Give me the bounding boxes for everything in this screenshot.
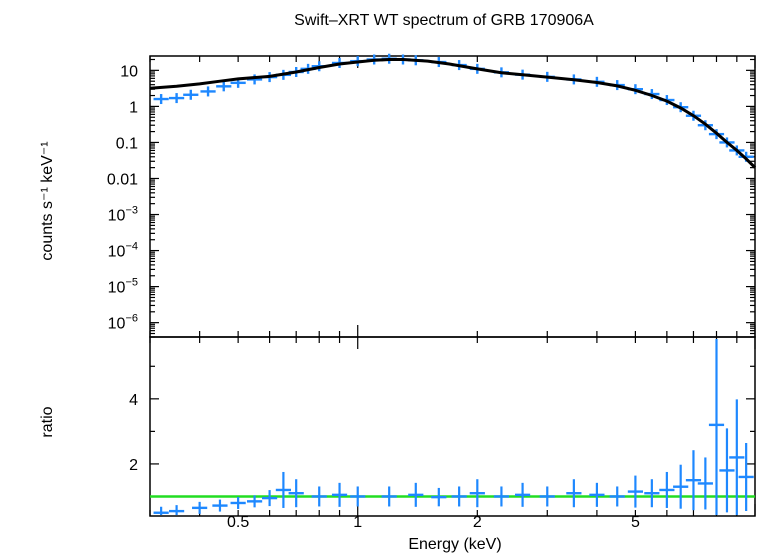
ratio-point (719, 428, 735, 513)
x-tick-label: 5 (631, 514, 640, 531)
ratio-point (153, 506, 169, 515)
x-tick-label: 0.5 (227, 514, 249, 531)
model-line (149, 58, 757, 169)
ratio-point (311, 486, 327, 507)
y-axis-label-ratio: ratio (39, 406, 56, 437)
spectrum-panel: 10 1 0.1 0.01 10−3 10−4 10−5 10−6 (107, 53, 757, 338)
data-point (153, 94, 169, 105)
ratio-point (192, 501, 208, 514)
y-axis-label-spectrum: counts s⁻¹ keV⁻¹ (39, 141, 56, 260)
ratio-point (738, 442, 754, 511)
y-tick-label: 10 (120, 63, 138, 80)
ratio-point (246, 495, 263, 508)
data-point (200, 86, 216, 97)
ratio-point (685, 450, 702, 511)
ratio-point (331, 482, 348, 507)
ratio-point (644, 479, 660, 508)
ratio-point (261, 490, 278, 507)
ratio-point (589, 482, 605, 507)
ratio-point (659, 471, 675, 508)
ratio-point (708, 339, 725, 515)
y-tick-label: 2 (129, 457, 138, 474)
ratio-point (493, 486, 510, 507)
ratio-point (169, 505, 185, 515)
y-tick-label: 10−3 (108, 205, 138, 225)
ratio-point (566, 479, 582, 508)
y-tick-label: 0.1 (116, 135, 138, 152)
ratio-point (469, 479, 485, 508)
y-tick-label: 10−4 (108, 241, 138, 261)
ratio-point (431, 487, 447, 507)
ratio-frame (149, 336, 756, 517)
ratio-point (451, 486, 467, 507)
x-axis-label: Energy (keV) (408, 536, 501, 553)
chart-title: Swift–XRT WT spectrum of GRB 170906A (294, 12, 594, 29)
ratio-point (514, 482, 531, 507)
ratio-point (673, 464, 689, 509)
ratio-point (275, 471, 291, 508)
ratio-point (627, 475, 644, 508)
x-tick-label: 2 (473, 514, 482, 531)
ratio-point (609, 486, 625, 507)
x-tick-label: 1 (353, 514, 362, 531)
y-tick-label: 0.01 (107, 171, 138, 188)
y-tick-label: 4 (129, 392, 138, 409)
ratio-panel: 0.5 1 2 5 2 4 (129, 336, 756, 531)
ratio-point (350, 486, 366, 507)
ratio-point (381, 486, 397, 507)
ratio-point (729, 399, 745, 515)
y-tick-label: 10−6 (108, 313, 138, 333)
ratio-point (230, 496, 246, 509)
ratio-point (288, 479, 304, 508)
ratio-point (539, 486, 555, 507)
ratio-point (212, 499, 228, 512)
spectrum-frame (149, 55, 756, 338)
data-point (169, 93, 185, 104)
data-point (183, 89, 199, 100)
y-tick-label: 10−5 (108, 277, 138, 297)
ratio-point (408, 482, 424, 507)
ratio-point (697, 457, 713, 510)
y-tick-label: 1 (129, 99, 138, 116)
data-point (216, 81, 232, 92)
